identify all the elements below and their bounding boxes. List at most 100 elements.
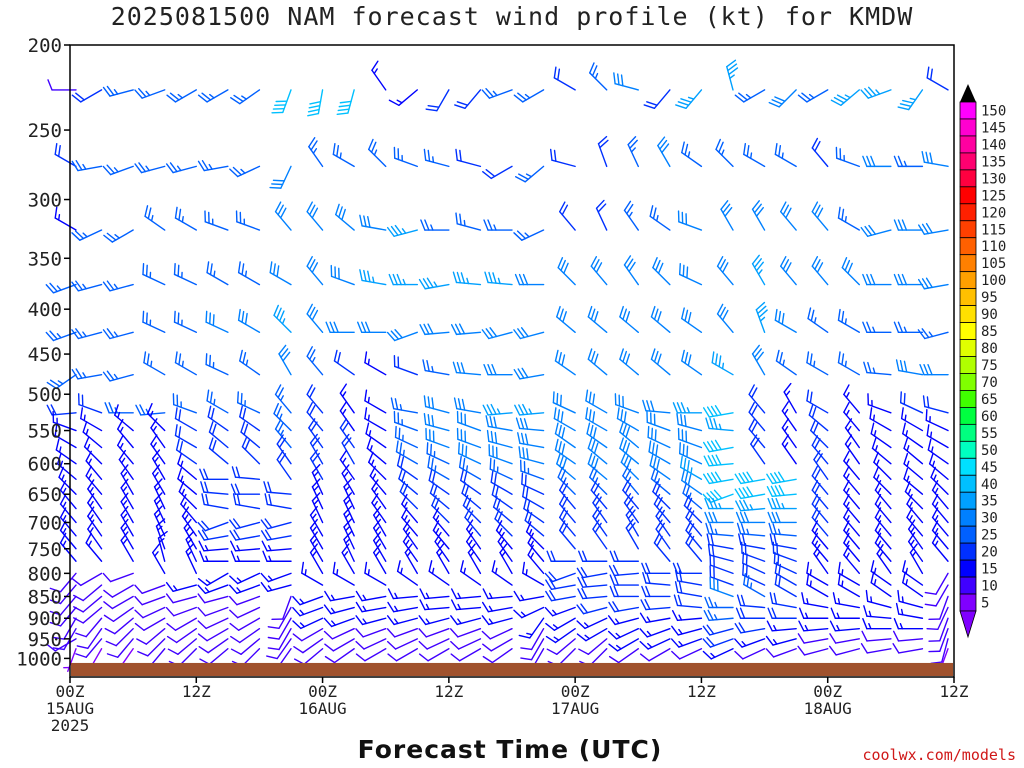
barb-feather (740, 594, 746, 607)
barb-feather (274, 201, 282, 213)
barb-feather (364, 389, 368, 402)
barb-feather (903, 467, 909, 480)
barb-feather (671, 610, 679, 622)
barb-half-feather (313, 471, 319, 477)
wind-barb (404, 543, 418, 575)
barb-feather (829, 620, 837, 632)
barb-feather (49, 379, 61, 387)
barb-feather (276, 449, 284, 461)
wind-barb (544, 571, 576, 583)
wind-barb (862, 321, 892, 333)
barb-feather (485, 88, 494, 98)
wind-barb (229, 540, 261, 552)
wind-barb (751, 200, 766, 231)
barb-feather (765, 635, 774, 646)
wind-barb (165, 581, 197, 592)
barb-feather (165, 593, 174, 604)
wind-barb (893, 219, 924, 231)
barb-half-feather (815, 551, 820, 558)
wind-barb (843, 532, 860, 562)
barb-feather (652, 257, 658, 269)
barb-feather (203, 468, 209, 480)
barb-feather (324, 643, 335, 652)
wind-barb (653, 532, 671, 562)
barb-feather (137, 650, 149, 657)
wind-barb (311, 492, 324, 524)
barb-feather (210, 407, 215, 420)
wind-barb (903, 467, 924, 495)
barb-feather (710, 534, 715, 546)
barb-feather (929, 152, 933, 165)
barb-feather (593, 483, 600, 494)
barb-feather (704, 596, 710, 609)
barb-feather (650, 467, 656, 480)
wind-barb (736, 522, 766, 537)
barb-feather (199, 550, 205, 562)
barb-feather (588, 391, 592, 404)
barb-half-feather (344, 526, 351, 532)
wind-barb (71, 368, 103, 380)
wind-barb (649, 205, 671, 231)
credit-link[interactable]: coolwx.com/models (862, 746, 1016, 764)
barb-feather (863, 605, 868, 617)
wind-barb (482, 588, 513, 600)
barb-feather (134, 89, 143, 99)
wind-barb (460, 560, 482, 586)
barb-feather (120, 478, 129, 489)
barb-feather (373, 518, 382, 529)
barb-half-feather (373, 68, 378, 75)
barb-feather (311, 207, 319, 219)
wind-barb (837, 351, 860, 376)
barb-half-feather (785, 390, 791, 397)
wind-barb (545, 627, 576, 644)
barb-feather (559, 308, 564, 321)
barb-feather (390, 397, 395, 410)
barb-feather (609, 574, 615, 586)
wind-barb (452, 361, 482, 376)
barb-feather (544, 606, 554, 617)
barb-feather (108, 402, 114, 414)
wind-barb (931, 532, 949, 562)
x-tick-label: 00Z (56, 682, 85, 701)
wind-barb (276, 449, 292, 480)
colorbar-label: 115 (981, 222, 1006, 238)
wind-barb (144, 205, 166, 231)
barb-half-feather (465, 465, 469, 472)
barb-feather (742, 487, 750, 498)
barb-feather (653, 532, 661, 544)
wind-barb (906, 507, 924, 537)
barb-feather (262, 550, 268, 562)
wind-barb (205, 310, 229, 333)
colorbar-cell (959, 457, 977, 476)
barb-feather (625, 518, 634, 529)
barb-half-feather (488, 605, 494, 612)
barb-half-feather (781, 152, 784, 160)
wind-barb (865, 589, 892, 609)
barb-feather (486, 404, 493, 416)
barb-feather (150, 434, 158, 445)
barb-feather (674, 569, 679, 582)
wind-barb (85, 465, 103, 495)
wind-barb (705, 417, 734, 432)
barb-feather (843, 480, 850, 491)
barb-feather (581, 576, 588, 588)
colorbar-cell (959, 271, 977, 290)
barb-feather (481, 329, 490, 340)
barb-feather (138, 88, 147, 98)
wind-barb (199, 468, 229, 480)
wind-barb (806, 351, 829, 376)
barb-half-feather (678, 640, 684, 647)
barb-feather (655, 483, 661, 496)
wind-barb (173, 262, 197, 286)
barb-feather (185, 543, 195, 553)
barb-feather (561, 523, 569, 535)
barb-half-feather (584, 634, 591, 640)
wind-barb (260, 581, 292, 592)
barb-shaft (364, 648, 387, 662)
barb-feather (866, 273, 872, 286)
barb-half-feather (845, 515, 850, 522)
wind-barb (262, 550, 292, 562)
wind-barb (71, 280, 103, 292)
barb-feather (418, 615, 427, 626)
barb-half-feather (177, 93, 184, 99)
